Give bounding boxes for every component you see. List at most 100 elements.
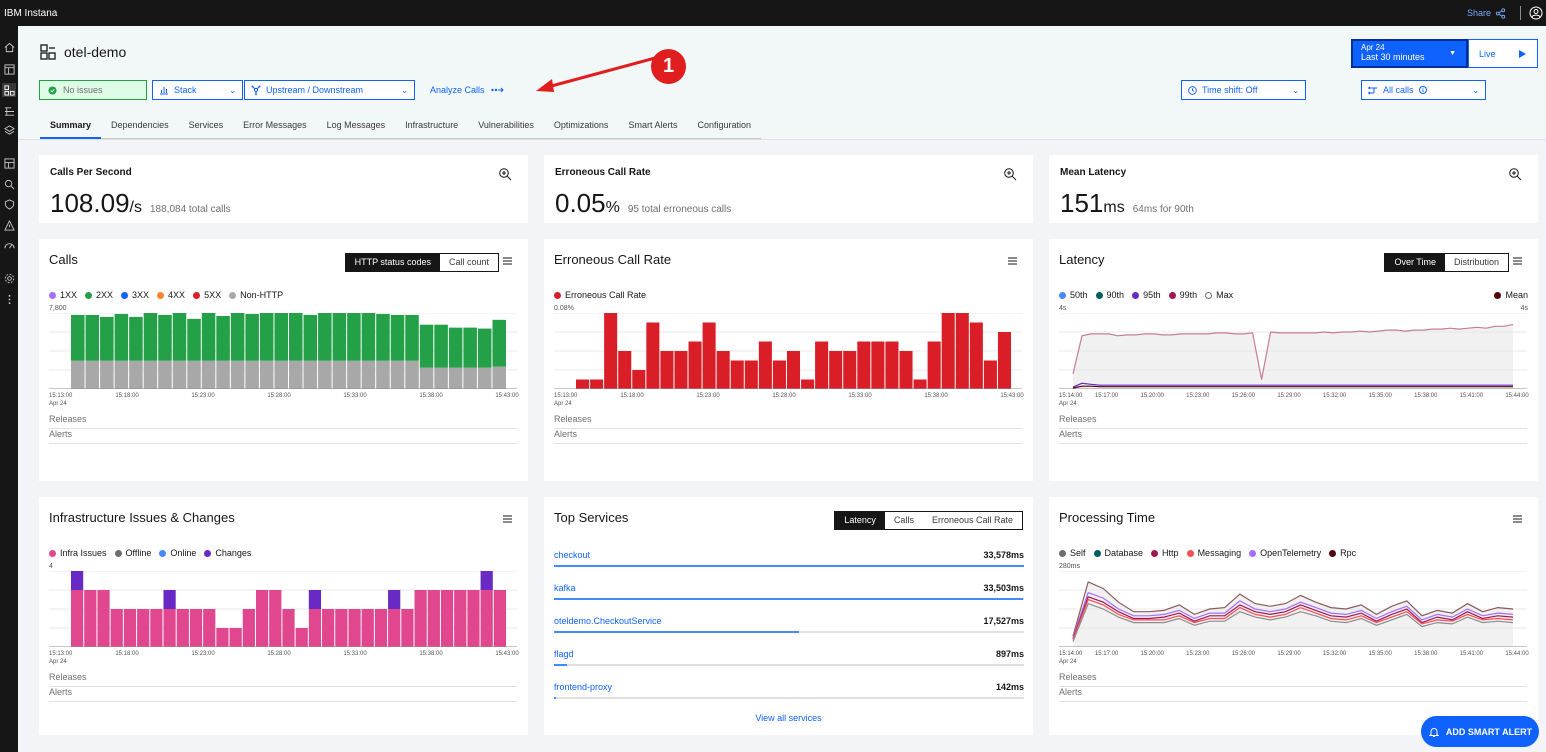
bar-erroneous-call-rate[interactable] [576,379,590,390]
dashboard-icon[interactable] [2,156,16,170]
bar-infra-issues[interactable] [84,590,97,647]
bar-erroneous-call-rate[interactable] [955,313,969,389]
line-mean[interactable] [1072,385,1513,389]
bar-2xx[interactable] [85,314,100,361]
bar-infra-issues[interactable] [427,590,440,647]
user-icon[interactable] [1529,6,1543,20]
menu-icon[interactable] [1008,257,1017,265]
legend-item[interactable]: 2XX [85,290,113,300]
bar-non-http[interactable] [303,360,318,389]
bar-erroneous-call-rate[interactable] [843,351,857,389]
bar-non-http[interactable] [434,367,448,389]
menu-icon[interactable] [503,257,512,265]
legend-item[interactable]: 50th [1059,290,1088,300]
menu-icon[interactable] [503,515,512,523]
distribution-button[interactable]: Distribution [1444,254,1508,271]
bar-infra-issues[interactable] [454,590,467,647]
bar-erroneous-call-rate[interactable] [913,379,927,390]
stack-icon[interactable] [2,123,16,137]
bar-erroneous-call-rate[interactable] [997,332,1011,389]
bar-2xx[interactable] [158,314,172,361]
bar-erroneous-call-rate[interactable] [829,351,843,389]
bar-2xx[interactable] [274,313,288,361]
bar-erroneous-call-rate[interactable] [632,370,646,389]
bar-erroneous-call-rate[interactable] [758,341,772,390]
bar-2xx[interactable] [361,313,376,361]
bar-infra-issues[interactable] [374,609,388,647]
tab-dependencies[interactable]: Dependencies [111,120,169,130]
bar-2xx[interactable] [114,313,129,361]
bar-infra-issues[interactable] [71,590,84,647]
bar-infra-issues[interactable] [229,628,242,647]
service-name-link[interactable]: kafka [554,583,576,593]
http-status-codes-button[interactable]: HTTP status codes [345,254,440,271]
legend-item[interactable]: 90th [1095,290,1124,300]
menu-icon[interactable] [1513,515,1522,523]
service-name-link[interactable]: frontend-proxy [554,682,613,692]
bar-non-http[interactable] [172,360,187,389]
bar-non-http[interactable] [158,360,172,389]
bar-non-http[interactable] [71,360,85,389]
bar-infra-issues[interactable] [123,609,137,647]
bar-infra-issues[interactable] [110,609,123,647]
bar-infra-issues[interactable] [242,609,255,647]
bar-infra-issues[interactable] [467,590,480,647]
bar-erroneous-call-rate[interactable] [941,313,955,389]
bar-2xx[interactable] [448,327,463,368]
upstream-downstream-dropdown[interactable]: Upstream / Downstream ⌄ [244,80,415,100]
bar-infra-issues[interactable] [269,590,282,647]
legend-item[interactable]: Non-HTTP [229,290,283,300]
legend-item[interactable]: OpenTelemetry [1249,548,1321,558]
bar-2xx[interactable] [419,324,434,368]
bar-infra-issues[interactable] [493,590,506,647]
bar-2xx[interactable] [303,314,318,361]
bar-changes[interactable] [388,590,401,609]
status-badge[interactable]: No issues [39,80,147,100]
legend-item[interactable]: Max [1205,290,1233,300]
bar-non-http[interactable] [216,360,230,389]
bar-erroneous-call-rate[interactable] [702,322,716,390]
bar-erroneous-call-rate[interactable] [857,341,871,390]
bar-2xx[interactable] [230,313,245,361]
bar-non-http[interactable] [390,360,405,389]
bar-infra-issues[interactable] [189,609,203,647]
zoom-icon[interactable] [1003,167,1017,181]
legend-item[interactable]: Changes [204,548,251,558]
line-max[interactable] [1072,323,1514,380]
legend-item[interactable]: Self [1059,548,1086,558]
bar-non-http[interactable] [230,360,245,389]
bar-erroneous-call-rate[interactable] [899,351,913,389]
bar-2xx[interactable] [245,313,259,361]
bar-non-http[interactable] [289,360,303,389]
bar-non-http[interactable] [318,360,332,389]
bar-2xx[interactable] [318,313,332,361]
bar-infra-issues[interactable] [203,609,216,647]
websites-icon[interactable] [2,62,16,76]
bar-2xx[interactable] [71,314,85,361]
latency-tab-button[interactable]: Latency [835,512,885,529]
tab-optimizations[interactable]: Optimizations [553,120,609,130]
legend-item[interactable]: Offline [114,548,151,558]
legend-item[interactable]: Rpc [1329,548,1356,558]
call-count-button[interactable]: Call count [439,254,498,271]
line-http[interactable] [1072,596,1514,640]
bar-infra-issues[interactable] [176,609,189,647]
bar-erroneous-call-rate[interactable] [969,322,983,390]
bar-2xx[interactable] [172,313,187,361]
bar-non-http[interactable] [477,367,492,389]
bar-erroneous-call-rate[interactable] [801,379,815,390]
line-rpc[interactable] [1072,581,1514,637]
tab-summary[interactable]: Summary [40,115,102,139]
bar-infra-issues[interactable] [295,628,308,647]
bar-changes[interactable] [163,590,176,609]
bar-infra-issues[interactable] [322,609,335,647]
bar-2xx[interactable] [434,324,448,368]
tab-log-messages[interactable]: Log Messages [326,120,386,130]
bar-2xx[interactable] [463,327,477,368]
bar-2xx[interactable] [405,314,419,361]
services-icon[interactable] [2,104,16,118]
bar-2xx[interactable] [201,313,216,361]
bar-erroneous-call-rate[interactable] [786,351,801,389]
zoom-icon[interactable] [498,167,512,181]
bar-erroneous-call-rate[interactable] [744,360,758,390]
